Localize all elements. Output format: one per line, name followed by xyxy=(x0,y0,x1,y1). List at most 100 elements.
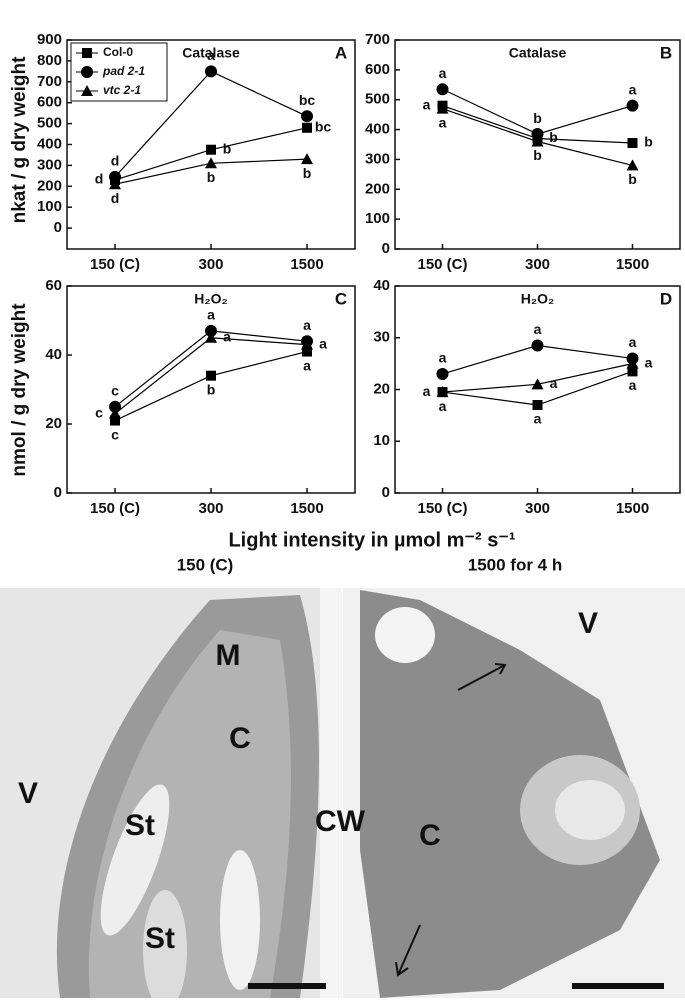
y-tick-label: 0 xyxy=(382,484,390,501)
marker xyxy=(301,153,313,165)
marker xyxy=(436,83,449,96)
significance-letter: c xyxy=(95,404,103,420)
significance-letter: bc xyxy=(315,118,332,134)
marker xyxy=(301,338,313,350)
significance-letter: a xyxy=(550,375,558,391)
significance-letter: a xyxy=(303,317,311,333)
x-tick-label: 1500 xyxy=(290,500,323,517)
legend-label: pad 2-1 xyxy=(102,64,145,78)
marker xyxy=(206,370,216,381)
marker xyxy=(531,339,544,352)
chart-title: H₂O₂ xyxy=(521,291,554,307)
legend-label: vtc 2-1 xyxy=(103,83,141,97)
marker xyxy=(626,357,639,369)
significance-letter: a xyxy=(423,96,431,112)
micrograph-label: V xyxy=(578,607,598,640)
marker xyxy=(206,144,216,155)
significance-letter: b xyxy=(207,381,216,397)
marker xyxy=(531,135,544,147)
y-tick-label: 500 xyxy=(365,91,390,108)
x-tick-label: 1500 xyxy=(616,256,649,273)
marker xyxy=(627,138,638,149)
marker xyxy=(627,366,638,377)
marker xyxy=(81,66,93,78)
marker xyxy=(436,367,449,380)
x-tick-label: 300 xyxy=(198,256,223,273)
y-tick-label: 400 xyxy=(365,121,390,138)
marker xyxy=(436,386,449,398)
marker xyxy=(205,324,217,337)
significance-letter: a xyxy=(629,334,637,350)
x-tick-label: 1500 xyxy=(616,500,649,517)
y-tick-label: 900 xyxy=(37,31,62,48)
significance-letter: b xyxy=(628,171,637,187)
legend-label: Col-0 xyxy=(103,45,133,59)
y-tick-label: 700 xyxy=(37,73,62,90)
y-tick-label: 60 xyxy=(45,277,62,294)
y-tick-label: 10 xyxy=(373,432,390,449)
y-tick-label: 200 xyxy=(37,177,62,194)
marker xyxy=(82,48,92,58)
marker xyxy=(626,159,639,171)
marker xyxy=(302,346,312,357)
micrograph-title: 150 (C) xyxy=(177,555,234,574)
y-tick-label: 300 xyxy=(365,150,390,167)
significance-letter: a xyxy=(223,328,231,344)
y-tick-label: 20 xyxy=(45,415,62,432)
x-tick-label: 150 (C) xyxy=(90,500,140,517)
x-tick-label: 300 xyxy=(198,500,223,517)
y-tick-label: 800 xyxy=(37,52,62,69)
x-tick-label: 300 xyxy=(525,500,550,517)
significance-letter: b xyxy=(533,147,542,163)
panel-letter: A xyxy=(335,43,347,62)
significance-letter: a xyxy=(439,350,447,366)
significance-letter: a xyxy=(534,321,542,337)
marker xyxy=(301,110,313,123)
micrograph-label: St xyxy=(145,922,175,955)
marker xyxy=(205,157,217,169)
x-label: Light intensity in µmol m⁻² s⁻¹ xyxy=(228,529,515,551)
marker xyxy=(109,178,121,190)
marker xyxy=(302,122,312,133)
panel-letter: B xyxy=(660,43,672,62)
marker xyxy=(531,128,544,141)
x-tick-label: 1500 xyxy=(290,256,323,273)
significance-letter: a xyxy=(629,81,637,97)
y-tick-label: 0 xyxy=(382,240,390,257)
significance-letter: a xyxy=(207,307,215,323)
y-tick-label: 600 xyxy=(37,94,62,111)
y-tick-label: 500 xyxy=(37,115,62,132)
significance-letter: a xyxy=(207,47,215,63)
y-tick-label: 30 xyxy=(373,329,390,346)
y-tick-label: 200 xyxy=(365,180,390,197)
marker xyxy=(436,102,449,114)
marker xyxy=(109,400,121,413)
micrograph-title: 1500 for 4 h xyxy=(468,555,563,574)
significance-letter: c xyxy=(111,426,119,442)
y-tick-label: 20 xyxy=(373,380,390,397)
x-tick-label: 150 (C) xyxy=(417,500,467,517)
y-tick-label: 300 xyxy=(37,156,62,173)
marker xyxy=(81,85,93,96)
y-tick-label: 100 xyxy=(37,198,62,215)
x-tick-label: 300 xyxy=(525,256,550,273)
significance-letter: d xyxy=(111,153,120,169)
x-tick-label: 150 (C) xyxy=(90,256,140,273)
significance-letter: a xyxy=(439,65,447,81)
significance-letter: a xyxy=(439,114,447,130)
panel-letter: C xyxy=(335,289,347,308)
y-label: nmol / g dry weight xyxy=(9,303,30,477)
micrograph-label: C xyxy=(419,819,441,852)
y-tick-label: 0 xyxy=(54,219,62,236)
x-tick-label: 150 (C) xyxy=(417,256,467,273)
marker xyxy=(626,99,639,112)
marker xyxy=(109,407,121,419)
micrograph-right xyxy=(343,588,685,998)
significance-letter: b xyxy=(533,110,542,126)
marker xyxy=(109,170,121,183)
micrograph-label: C xyxy=(229,722,251,755)
significance-letter: a xyxy=(303,357,311,373)
significance-letter: d xyxy=(111,190,120,206)
chart-title: H₂O₂ xyxy=(194,291,227,307)
significance-letter: d xyxy=(95,171,104,187)
